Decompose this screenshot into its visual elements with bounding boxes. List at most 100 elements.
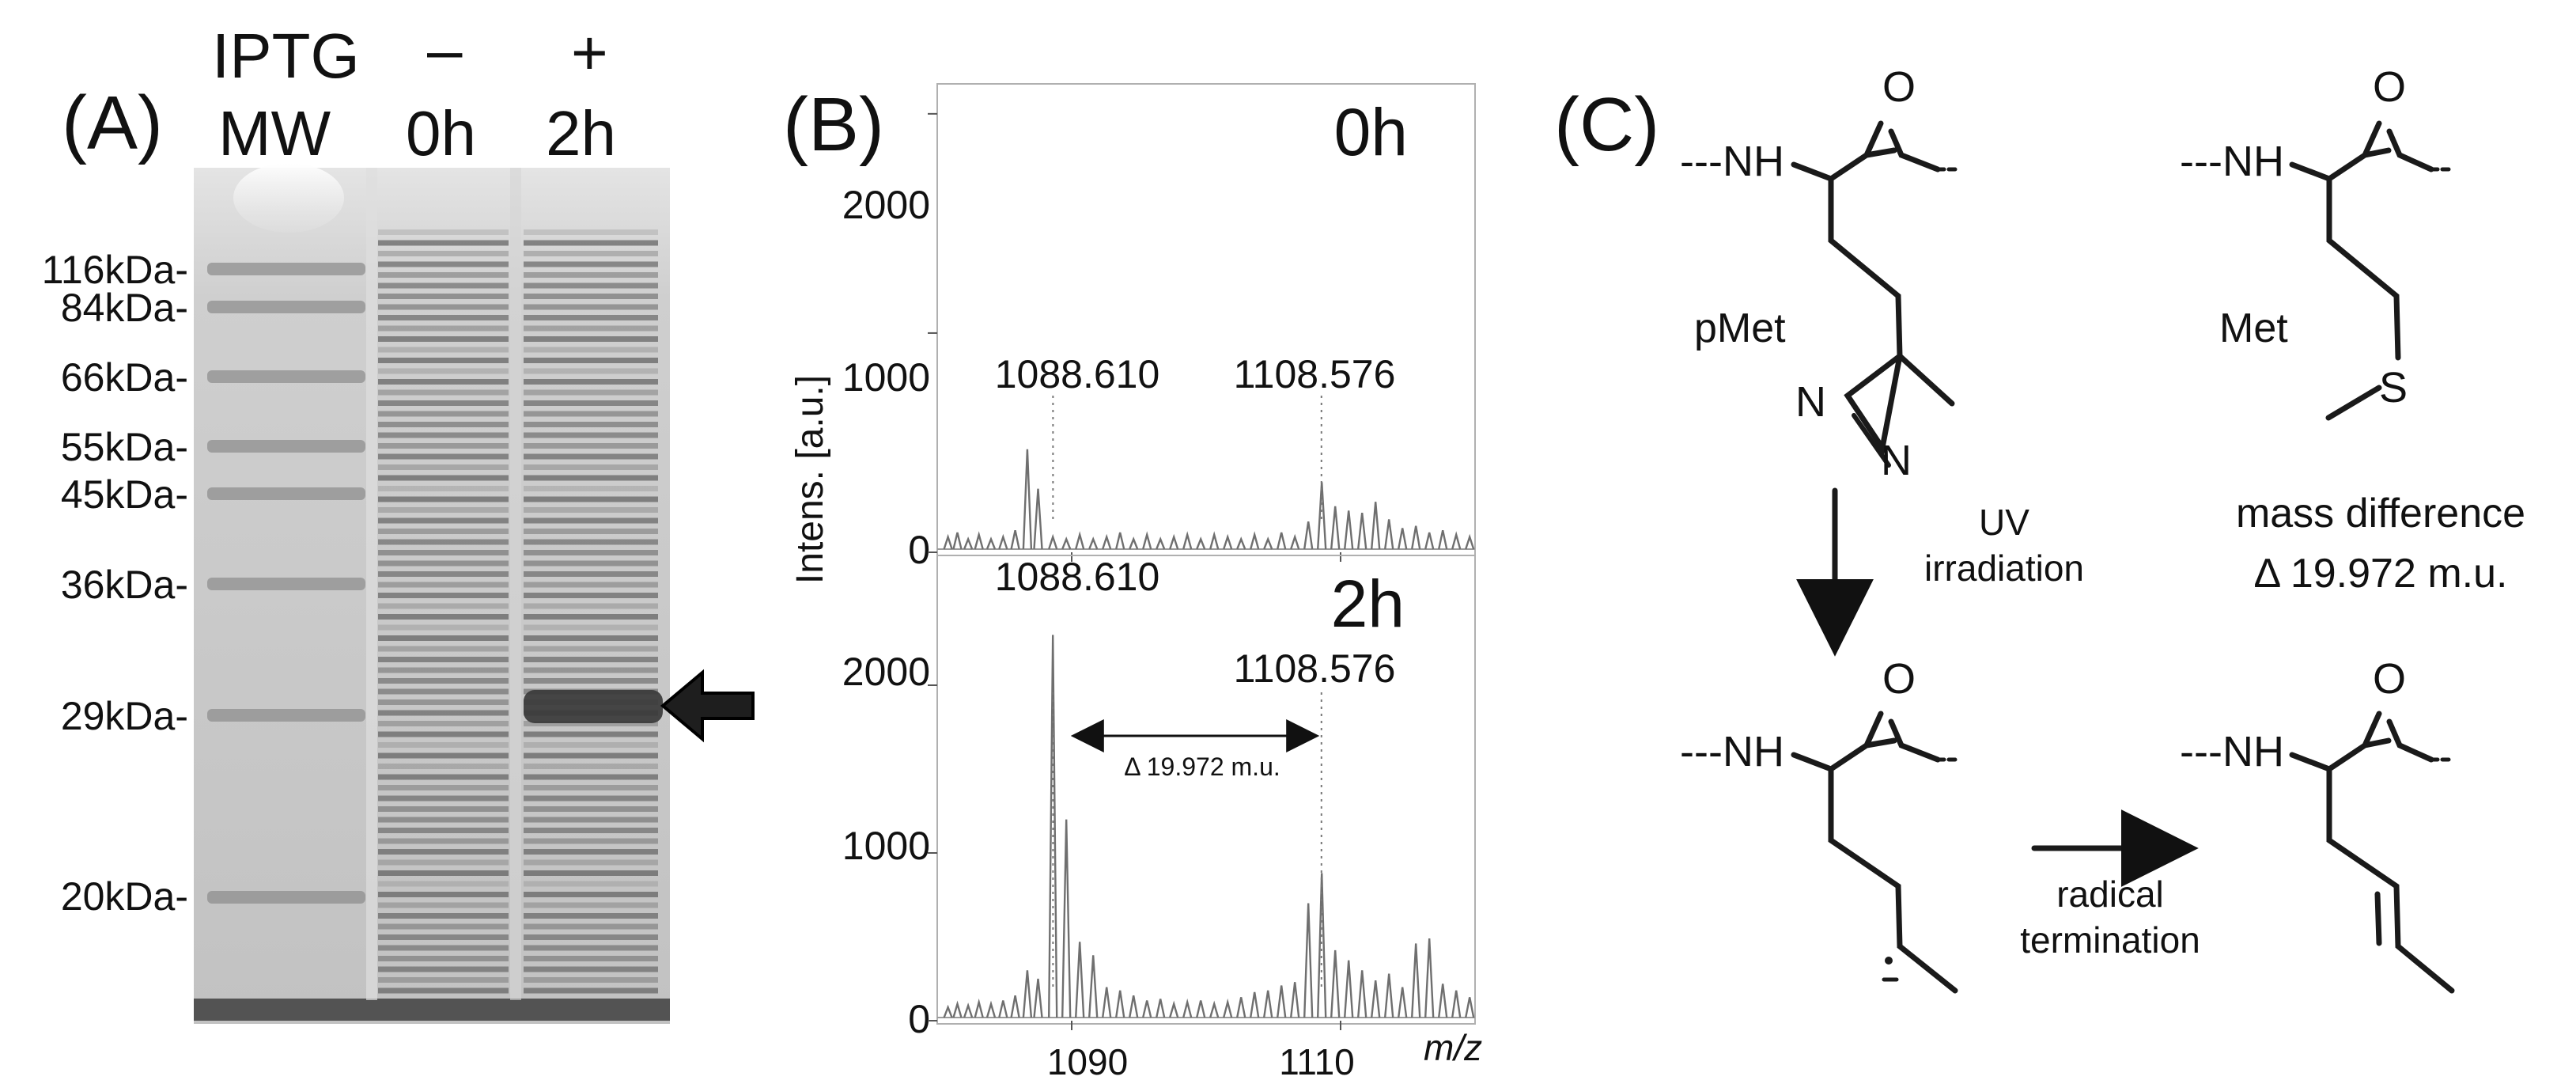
lysate-band xyxy=(378,624,509,631)
panel-b: (B) 0h 0 1000 2000 1088.610 1108.576 2h … xyxy=(783,82,1482,1082)
lysate-band xyxy=(524,593,658,598)
lysate-band xyxy=(524,261,658,267)
spectrum-peak xyxy=(1022,970,1033,1018)
lysate-band xyxy=(524,603,658,609)
met-nh: ---NH xyxy=(2180,138,2284,185)
spectrum-peak xyxy=(1424,938,1435,1018)
spectrum-peak xyxy=(1196,1000,1206,1018)
x-tick-label: 1090 xyxy=(1047,1041,1128,1082)
lysate-band xyxy=(378,785,509,790)
peak-label-2h-2: 1108.576 xyxy=(1234,646,1396,691)
spectrum-peak xyxy=(1236,536,1246,550)
spectrum-peak xyxy=(963,536,974,550)
lysate-band xyxy=(378,678,509,684)
lysate-band xyxy=(378,752,509,759)
spectrum-peak xyxy=(1169,1000,1179,1018)
lysate-band xyxy=(378,358,509,363)
radical-label-line1: radical xyxy=(2056,874,2164,915)
spectrum-peak xyxy=(1290,982,1300,1018)
met-label: Met xyxy=(2219,305,2288,351)
lysate-band xyxy=(378,411,509,417)
spectrum-peak xyxy=(1357,512,1367,550)
pmet-nn-double xyxy=(1852,413,1891,468)
met-s: S xyxy=(2379,364,2408,411)
spectrum-peak xyxy=(1263,990,1273,1018)
pmet-n1: N xyxy=(1795,378,1826,426)
spectrum-peak xyxy=(1061,819,1072,1018)
lysate-band xyxy=(378,529,509,534)
spectrum-peak xyxy=(1142,1000,1152,1018)
radical-o: O xyxy=(1882,655,1916,703)
spectrum-peak xyxy=(1236,997,1246,1018)
pmet-nh: ---NH xyxy=(1680,138,1784,185)
pmet-structure: ---NH O N N pMet xyxy=(1680,63,1959,484)
met-o: O xyxy=(2373,63,2406,111)
spectrum-peak xyxy=(1317,482,1327,550)
spectrum-peak xyxy=(1384,973,1394,1018)
lysate-band xyxy=(524,828,658,833)
mw-marker-label: 20kDa- xyxy=(61,874,188,919)
lysate-band xyxy=(524,624,658,631)
spectrum-peak xyxy=(1223,533,1233,550)
panel-b-label: (B) xyxy=(783,82,884,167)
lysate-band xyxy=(524,358,658,363)
lysate-band xyxy=(378,539,509,545)
mw-marker-label: 116kDa- xyxy=(42,248,188,292)
lysate-band xyxy=(378,699,509,705)
lysate-band xyxy=(524,956,658,961)
spectrum-peak xyxy=(1344,510,1354,550)
y-tick-label: 0 xyxy=(908,997,930,1041)
spectrum-peak xyxy=(1371,502,1381,550)
lysate-band xyxy=(378,945,509,951)
spectrum-peak xyxy=(1451,531,1462,550)
lysate-band xyxy=(524,379,658,385)
overexpressed-band xyxy=(524,690,663,723)
iptg-plus-label: + xyxy=(571,17,608,88)
x-tick-label: 1110 xyxy=(1279,1041,1355,1082)
lysate-band xyxy=(524,934,658,940)
lysate-band xyxy=(524,881,658,887)
lysate-band xyxy=(378,849,509,855)
spectrum-peak xyxy=(1182,998,1193,1018)
iptg-minus-label: – xyxy=(427,14,463,85)
spectrum-peak xyxy=(1182,531,1193,550)
spectrum-peak xyxy=(1102,533,1112,550)
spectrum-peak xyxy=(1277,985,1287,1018)
met-bonds xyxy=(2289,120,2434,421)
lysate-band xyxy=(378,389,509,396)
lysate-band xyxy=(378,261,509,267)
lysate-band xyxy=(524,571,658,577)
lysate-band xyxy=(524,529,658,534)
spectrum-peak xyxy=(1411,525,1421,550)
lysate-band xyxy=(524,764,658,769)
spectrum-peak xyxy=(1129,995,1139,1018)
lysate-band xyxy=(378,987,509,994)
spectrum-peak xyxy=(1384,519,1394,550)
spectrum-peak xyxy=(1290,533,1300,550)
lysate-band xyxy=(524,966,658,972)
marker-band xyxy=(207,709,365,722)
lysate-band xyxy=(524,294,658,299)
lysate-band xyxy=(524,422,658,427)
spectrum-peak xyxy=(1330,949,1341,1018)
spectrum-peak xyxy=(1438,530,1448,550)
mw-marker-label: 55kDa- xyxy=(61,425,188,469)
lysate-band xyxy=(378,315,509,320)
spectrum-peak xyxy=(1033,978,1043,1018)
spectrum-peak xyxy=(952,1000,963,1018)
lysate-band xyxy=(524,400,658,406)
lysate-band xyxy=(378,838,509,844)
spectrum-peak xyxy=(1398,528,1408,550)
lysate-band xyxy=(524,315,658,320)
alkene-nh: ---NH xyxy=(2180,728,2284,775)
dye-front xyxy=(194,999,670,1021)
marker-band xyxy=(207,263,365,275)
lysate-band xyxy=(524,486,658,491)
x-axis-unit: m/z xyxy=(1424,1027,1482,1068)
radical-nh: ---NH xyxy=(1680,728,1784,775)
spectrum-peak xyxy=(1169,533,1179,550)
pmet-n2: N xyxy=(1881,437,1912,484)
y-axis-title: Intens. [a.u.] xyxy=(789,375,831,584)
